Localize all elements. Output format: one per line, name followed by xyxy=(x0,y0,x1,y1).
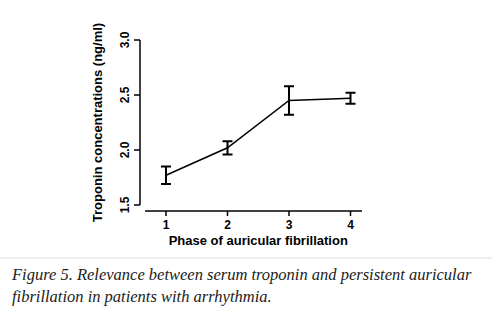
error-bar xyxy=(346,93,356,104)
x-tick-label: 3 xyxy=(286,218,293,232)
plot-area xyxy=(161,86,356,184)
y-tick-label: 1.5 xyxy=(118,196,132,213)
error-bar xyxy=(284,86,294,115)
x-tick-label: 1 xyxy=(163,218,170,232)
x-tick xyxy=(227,211,229,216)
x-tick-label: 2 xyxy=(224,218,231,232)
x-axis xyxy=(145,210,362,212)
data-line xyxy=(166,98,351,175)
y-tick-label: 2.5 xyxy=(118,86,132,103)
separator xyxy=(0,258,492,259)
y-tick xyxy=(134,39,140,41)
y-axis xyxy=(139,40,141,205)
x-tick-label: 4 xyxy=(347,218,354,232)
y-tick xyxy=(134,204,140,206)
caption: Figure 5. Relevance between serum tropon… xyxy=(12,264,486,308)
y-tick xyxy=(134,94,140,96)
x-tick xyxy=(350,211,352,216)
error-bar xyxy=(161,167,171,185)
y-tick-label: 2.0 xyxy=(118,141,132,158)
figure: 1.5 2.0 2.5 3.0 Troponin concentrations (ng/… xyxy=(0,0,492,321)
y-tick-label: 3.0 xyxy=(118,31,132,48)
y-tick xyxy=(134,149,140,151)
x-axis-label: Phase of auricular fibrillation xyxy=(169,233,348,248)
x-tick xyxy=(288,211,290,216)
x-tick xyxy=(165,211,167,216)
error-bar xyxy=(223,141,233,154)
y-axis-label: Troponin concentrations (ng/ml) xyxy=(90,23,105,222)
